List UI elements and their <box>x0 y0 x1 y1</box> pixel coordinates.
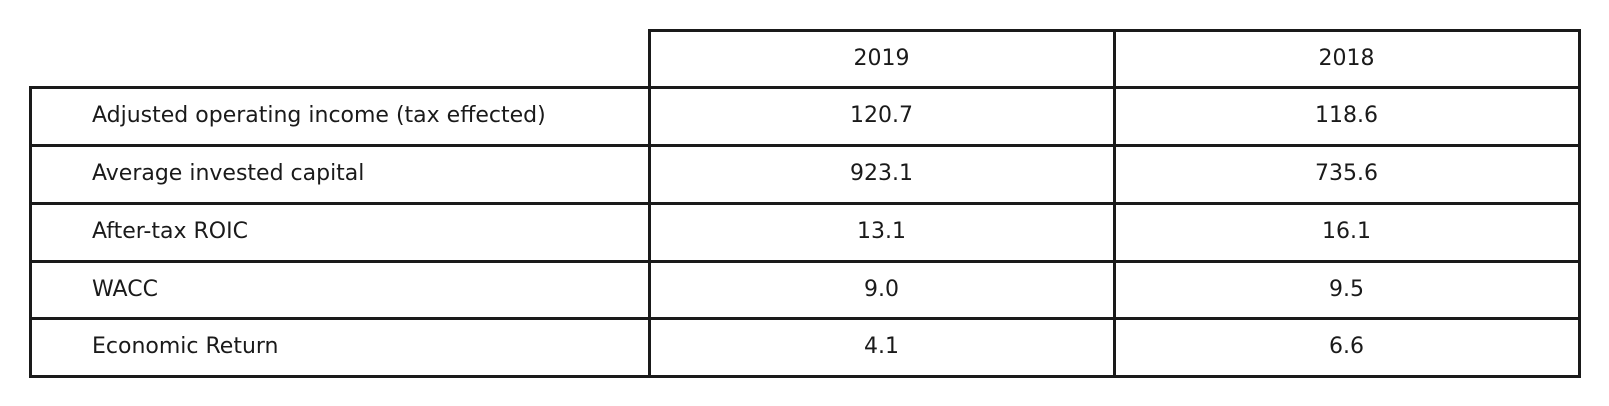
row-divider <box>28 85 1581 89</box>
row-label: Average invested capital <box>92 161 365 186</box>
row-divider <box>28 374 1581 378</box>
left-border <box>28 85 32 378</box>
table-cell: 16.1 <box>1322 219 1371 244</box>
table-cell: 13.1 <box>857 219 906 244</box>
header-cell-2018: 2018 <box>1318 45 1375 71</box>
row-divider <box>28 316 1581 320</box>
column-divider <box>1577 28 1581 378</box>
table-cell: 120.7 <box>850 103 913 128</box>
table-cell: 4.1 <box>864 334 899 359</box>
table-cell: 6.6 <box>1329 334 1364 359</box>
table-cell: 118.6 <box>1315 103 1378 128</box>
column-divider <box>1112 28 1116 378</box>
table-cell: 9.5 <box>1329 276 1364 302</box>
column-divider <box>647 28 651 378</box>
table-cell: 735.6 <box>1315 161 1378 186</box>
row-label: After-tax ROIC <box>92 219 248 244</box>
header-cell-2019: 2019 <box>853 45 910 71</box>
row-divider <box>28 259 1581 263</box>
row-divider <box>28 143 1581 147</box>
row-label: WACC <box>92 276 158 302</box>
table-cell: 923.1 <box>850 161 913 186</box>
row-label: Economic Return <box>92 334 279 359</box>
row-label: Adjusted operating income (tax effected) <box>92 103 546 128</box>
row-divider <box>28 201 1581 205</box>
table-cell: 9.0 <box>864 276 899 302</box>
